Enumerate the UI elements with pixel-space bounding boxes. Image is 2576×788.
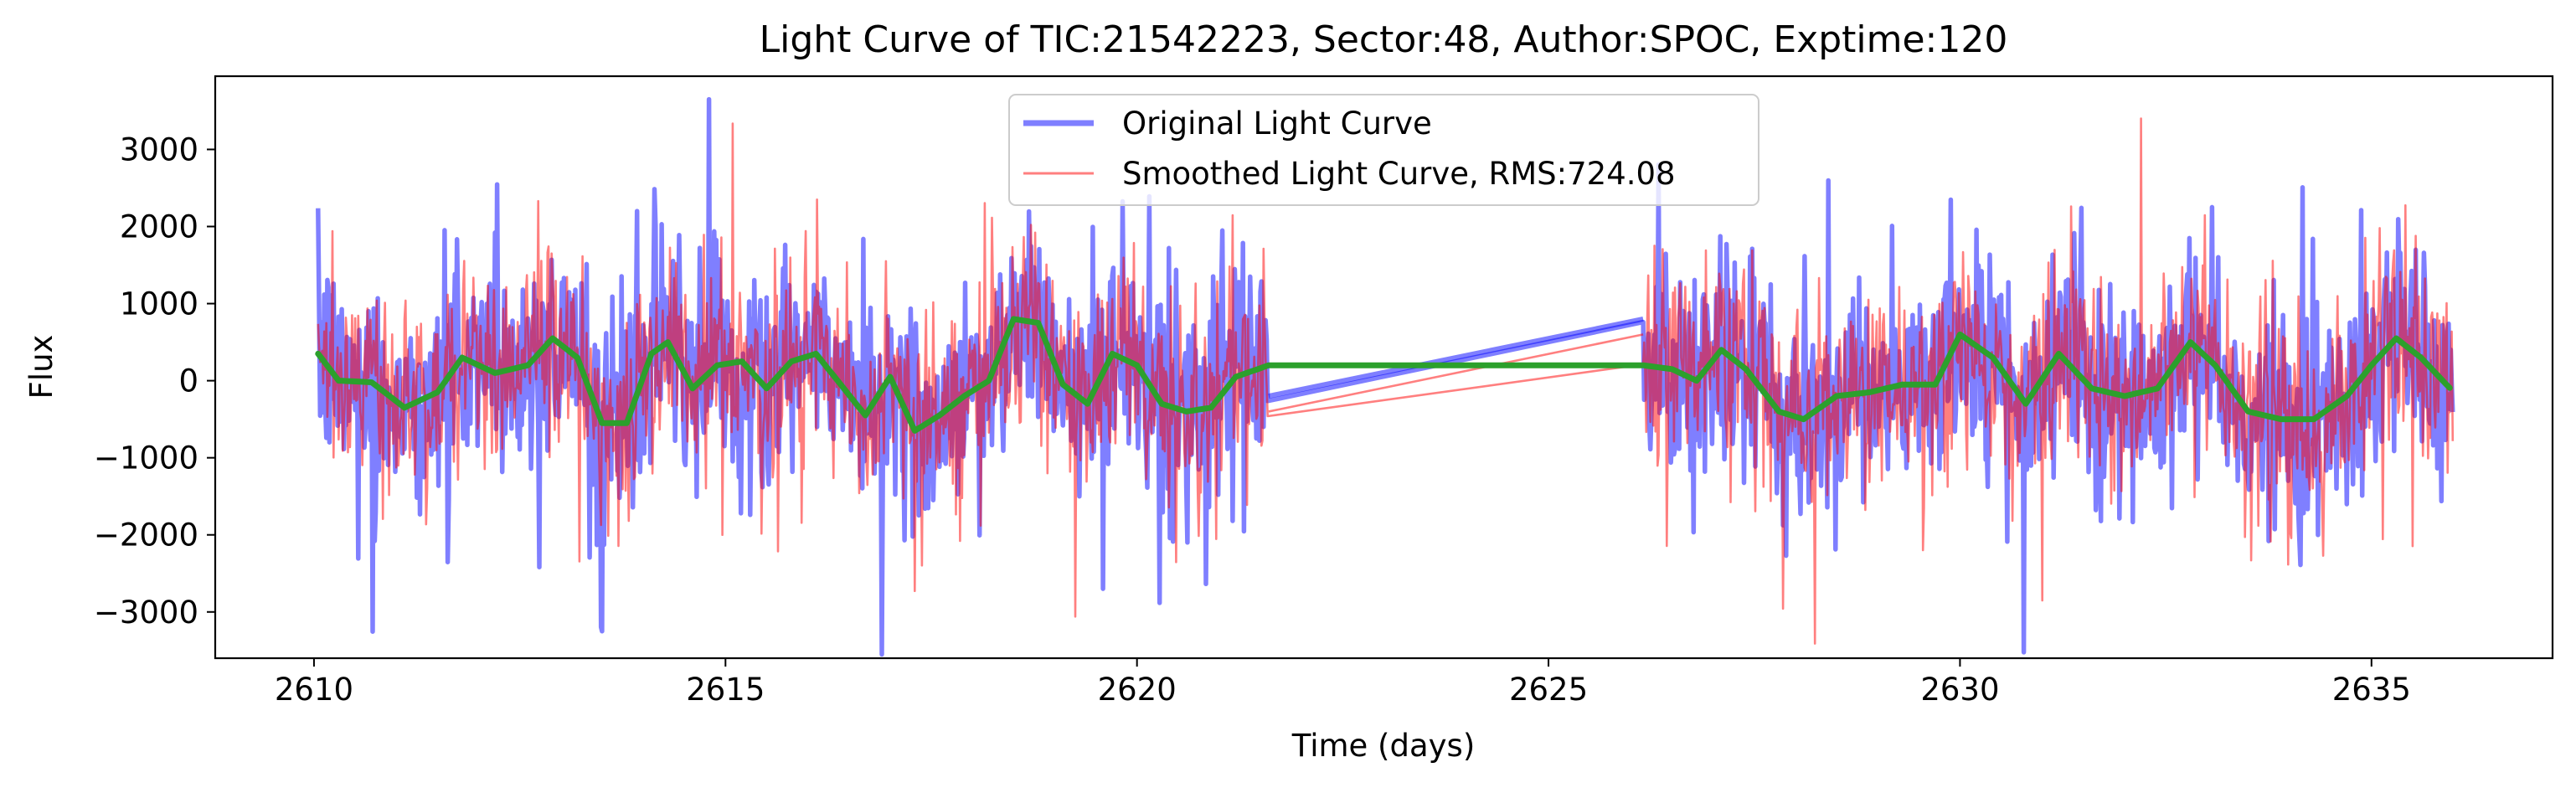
legend: Original Light Curve Smoothed Light Curv… [1008,94,1759,206]
chart-title: Light Curve of TIC:21542223, Sector:48, … [760,18,2008,61]
x-tick-label: 2610 [275,672,353,708]
y-tick-label: 2000 [120,209,198,245]
plot-frame [214,75,2554,660]
x-tick-label: 2635 [2332,672,2411,708]
plot-area [315,96,2455,657]
y-tick-label: 0 [178,363,198,399]
axis-ticks: 2610 2615 2620 2625 2630 2635 −3000 −2000 −1000 0… [94,131,2411,708]
legend-box [1008,94,1759,206]
y-tick-label: −1000 [94,440,198,476]
y-tick-label: 1000 [120,286,198,322]
x-axis-label: Time (days) [1291,728,1476,764]
x-tick-label: 2615 [686,672,765,708]
y-tick-label: 3000 [120,131,198,167]
x-tick-label: 2625 [1509,672,1588,708]
y-tick-label: −3000 [94,595,198,631]
smoothed-gap-bridge-line [1268,333,1644,413]
series-trend [315,316,2453,434]
legend-label-smoothed: Smoothed Light Curve, RMS:724.08 [1122,156,1676,192]
original-gap-bridge-line [1268,317,1644,399]
x-tick-label: 2630 [1920,672,1999,708]
trend-line [315,316,2453,434]
y-axis-label: Flux [23,335,59,399]
legend-label-original: Original Light Curve [1122,106,1432,142]
x-tick-label: 2620 [1098,672,1177,708]
y-tick-label: −2000 [94,518,198,554]
